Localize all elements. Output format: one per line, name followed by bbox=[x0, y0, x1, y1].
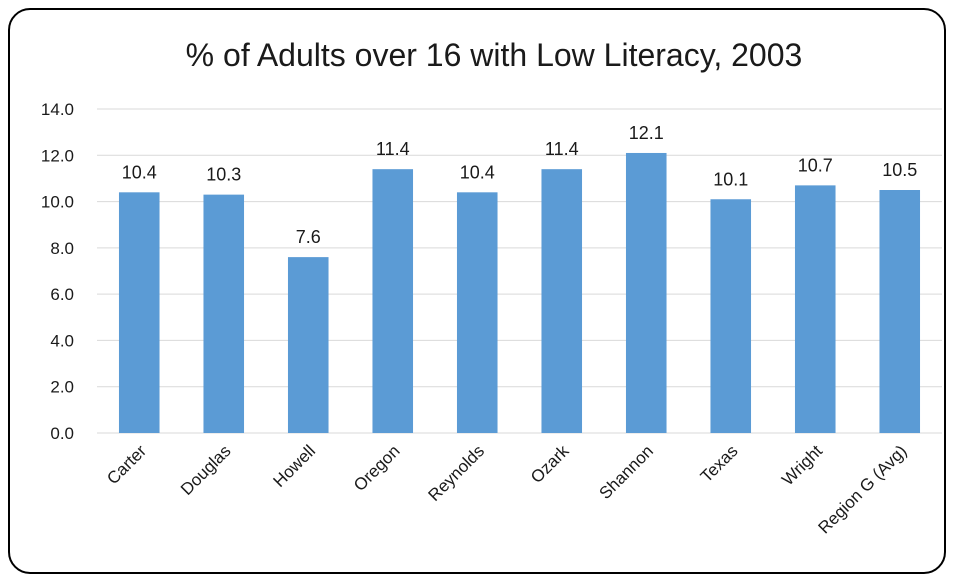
category-label: Howell bbox=[270, 441, 320, 491]
bar bbox=[456, 192, 498, 433]
category-label: Reynolds bbox=[425, 441, 489, 505]
category-label: Douglas bbox=[177, 441, 235, 499]
bar bbox=[203, 194, 245, 433]
data-label: 10.7 bbox=[798, 155, 833, 175]
data-label: 10.4 bbox=[122, 162, 157, 182]
category-label: Shannon bbox=[596, 441, 658, 503]
bar bbox=[372, 169, 414, 433]
category-label: Ozark bbox=[527, 441, 573, 487]
bar bbox=[118, 192, 160, 433]
y-tick-label: 0.0 bbox=[50, 424, 74, 443]
data-label: 10.1 bbox=[713, 169, 748, 189]
category-label: Wright bbox=[778, 441, 826, 489]
category-label: Texas bbox=[697, 441, 742, 486]
y-tick-label: 4.0 bbox=[50, 331, 74, 350]
data-label: 11.4 bbox=[376, 139, 410, 159]
y-tick-label: 14.0 bbox=[41, 100, 74, 119]
bar bbox=[794, 185, 836, 433]
bar bbox=[287, 257, 329, 433]
y-tick-label: 8.0 bbox=[50, 239, 74, 258]
bar bbox=[710, 199, 752, 433]
y-tick-label: 12.0 bbox=[41, 146, 74, 165]
data-label: 10.3 bbox=[206, 165, 241, 185]
data-label: 11.4 bbox=[545, 139, 579, 159]
bars bbox=[118, 152, 921, 433]
category-label: Carter bbox=[103, 441, 150, 488]
data-label: 10.5 bbox=[882, 160, 917, 180]
data-label: 10.4 bbox=[460, 162, 495, 182]
bar bbox=[541, 169, 583, 433]
y-tick-label: 2.0 bbox=[50, 378, 74, 397]
bar bbox=[625, 152, 667, 433]
data-label: 7.6 bbox=[296, 227, 321, 247]
bar bbox=[879, 190, 921, 433]
y-tick-label: 6.0 bbox=[50, 285, 74, 304]
data-label: 12.1 bbox=[629, 123, 664, 143]
category-label: Oregon bbox=[350, 441, 404, 495]
data-labels: 10.4 10.3 7.6 11.4 10.4 11.4 12.1 10.1 10.7 10.5 bbox=[122, 123, 918, 247]
y-tick-label: 10.0 bbox=[41, 193, 74, 212]
category-label: Region G (Avg) bbox=[815, 441, 911, 537]
chart-title: % of Adults over 16 with Low Literacy, 2… bbox=[186, 37, 803, 73]
category-labels: Carter Douglas Howell Oregon Reynolds Ozark Sh… bbox=[103, 441, 910, 537]
y-axis-ticks: 0.0 2.0 4.0 6.0 8.0 10.0 12.0 14.0 bbox=[41, 100, 74, 443]
